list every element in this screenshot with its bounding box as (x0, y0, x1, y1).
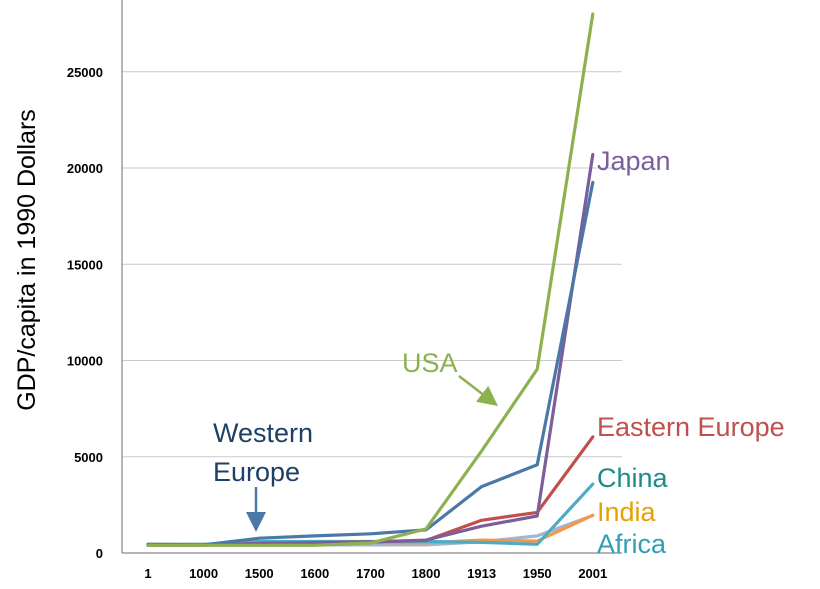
y-axis-title: GDP/capita in 1990 Dollars (13, 109, 41, 411)
annotation-china: China (597, 463, 669, 493)
y-tick-label: 5000 (74, 450, 103, 465)
series-line-usa (146, 12, 595, 547)
annotation-western: Western (213, 418, 313, 448)
x-tick-label: 1000 (189, 566, 218, 581)
y-tick-label: 25000 (67, 65, 103, 80)
y-tick-label: 15000 (67, 257, 103, 272)
usa-arrow (458, 375, 498, 407)
y-tick-label: 20000 (67, 161, 103, 176)
annotation-africa: Africa (597, 529, 667, 559)
series-line-eastern-europe (146, 435, 595, 547)
annotation-india: India (597, 497, 657, 527)
axes: 0 5000 10000 15000 20000 25000 1 1000 1500 1600 17… (13, 0, 622, 581)
y-tick-label: 0 (96, 546, 103, 561)
gridlines (122, 71, 622, 458)
x-tick-label: 1950 (523, 566, 552, 581)
series-lines (146, 12, 595, 547)
x-tick-label: 1 (144, 566, 151, 581)
annotation-japan: Japan (597, 146, 671, 176)
x-tick-label: 2001 (578, 566, 607, 581)
series-line-western-europe (146, 180, 595, 547)
annotation-eastern-europe: Eastern Europe (597, 412, 785, 442)
x-tick-label: 1700 (356, 566, 385, 581)
annotation-europe: Europe (213, 457, 300, 487)
x-tick-label: 1800 (412, 566, 441, 581)
x-tick-label: 1913 (467, 566, 496, 581)
annotations: USA Japan Western Europe Eastern Europe China… (213, 146, 785, 559)
x-tick-label: 1500 (245, 566, 274, 581)
x-tick-label: 1600 (300, 566, 329, 581)
y-tick-label: 10000 (67, 354, 103, 369)
annotation-usa: USA (402, 348, 458, 378)
